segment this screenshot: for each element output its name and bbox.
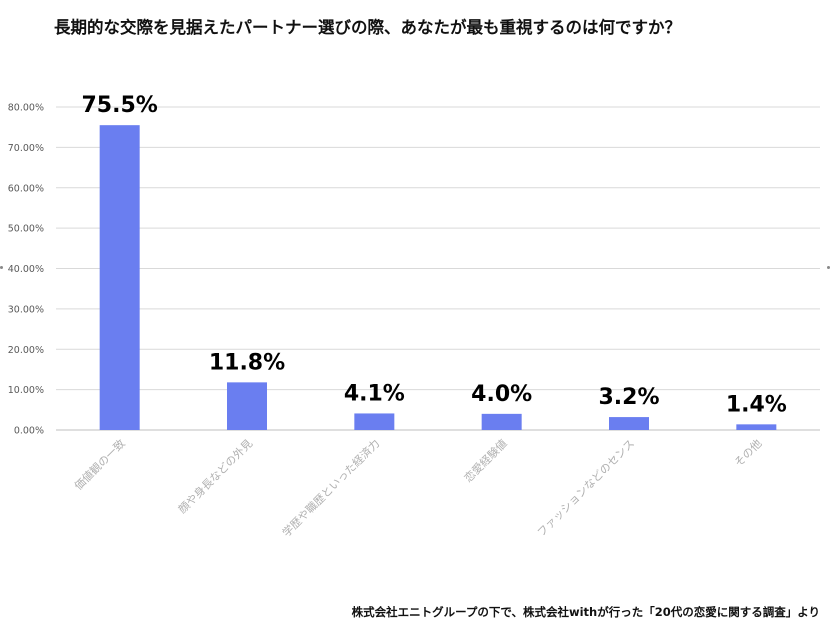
category-label: 学歴や職歴といった経済力	[279, 436, 382, 539]
y-tick-label: 20.00%	[8, 345, 44, 356]
category-label: ファッションなどのセンス	[535, 437, 637, 539]
bars	[99, 125, 777, 430]
data-label: 1.4%	[726, 392, 787, 417]
data-label: 4.0%	[471, 382, 532, 407]
y-tick-label: 70.00%	[8, 143, 44, 154]
y-axis-ticks: 0.00% 10.00% 20.00% 30.00% 40.00% 50.00% 60.00…	[8, 103, 44, 437]
category-label: 価値観の一致	[71, 436, 128, 493]
data-label: 11.8%	[209, 350, 285, 375]
data-label: 4.1%	[344, 381, 405, 406]
bar	[99, 125, 140, 430]
y-tick-label: 30.00%	[8, 304, 44, 315]
bar	[481, 413, 522, 430]
data-label: 75.5%	[82, 93, 158, 118]
category-label: 顔や身長などの外見	[175, 436, 255, 516]
category-label: その他	[732, 437, 765, 470]
bar	[354, 413, 395, 430]
right-edge-handle	[827, 266, 830, 269]
data-label: 3.2%	[598, 385, 659, 410]
data-labels: 75.5% 11.8% 4.1% 4.0% 3.2% 1.4%	[82, 93, 787, 417]
y-tick-label: 0.00%	[14, 426, 44, 437]
left-edge-handle	[0, 266, 3, 269]
y-tick-label: 40.00%	[8, 264, 44, 275]
bar-chart: 0.00% 10.00% 20.00% 30.00% 40.00% 50.00% 60.00…	[8, 93, 820, 539]
y-tick-label: 10.00%	[8, 385, 44, 396]
bar	[736, 424, 777, 430]
source-note: 株式会社エニトグループの下で、株式会社withが行った「20代の恋愛に関する調査…	[351, 605, 820, 619]
chart-title: 長期的な交際を見据えたパートナー選びの際、あなたが最も重視するのは何ですか？	[54, 18, 681, 37]
y-tick-label: 80.00%	[8, 103, 44, 114]
y-tick-label: 50.00%	[8, 224, 44, 235]
category-label: 恋愛経験値	[461, 436, 510, 485]
bar	[227, 382, 267, 430]
x-axis-categories: 価値観の一致 顔や身長などの外見 学歴や職歴といった経済力 恋愛経験値 ファッションなど…	[71, 436, 764, 539]
gridlines	[56, 106, 820, 431]
bar	[609, 417, 649, 430]
y-tick-label: 60.00%	[8, 183, 44, 194]
